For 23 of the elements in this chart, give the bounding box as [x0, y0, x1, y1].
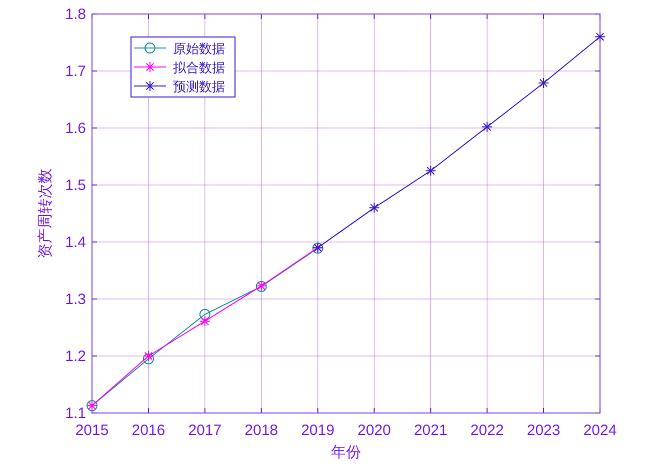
- x-axis-title: 年份: [331, 444, 361, 461]
- x-tick-label: 2015: [75, 422, 109, 439]
- x-tick-label: 2022: [470, 422, 504, 439]
- y-tick-label: 1.8: [65, 6, 86, 23]
- y-tick-label: 1.4: [65, 234, 86, 251]
- x-tick-label: 2021: [414, 422, 448, 439]
- x-tick-label: 2024: [583, 422, 617, 439]
- y-tick-label: 1.6: [65, 120, 86, 137]
- legend-label: 原始数据: [173, 41, 225, 56]
- x-tick-label: 2023: [526, 422, 560, 439]
- x-tick-label: 2017: [188, 422, 222, 439]
- y-tick-label: 1.2: [65, 348, 86, 365]
- x-tick-label: 2016: [132, 422, 166, 439]
- y-tick-label: 1.1: [65, 405, 86, 422]
- legend-label: 预测数据: [173, 79, 225, 94]
- y-tick-label: 1.5: [65, 177, 86, 194]
- y-axis-title: 资产周转次数: [37, 168, 54, 258]
- x-tick-label: 2018: [244, 422, 278, 439]
- y-tick-label: 1.3: [65, 291, 86, 308]
- x-tick-label: 2020: [358, 422, 391, 439]
- legend-label: 拟合数据: [173, 60, 225, 75]
- y-tick-label: 1.7: [65, 63, 86, 80]
- x-tick-label: 2019: [301, 422, 334, 439]
